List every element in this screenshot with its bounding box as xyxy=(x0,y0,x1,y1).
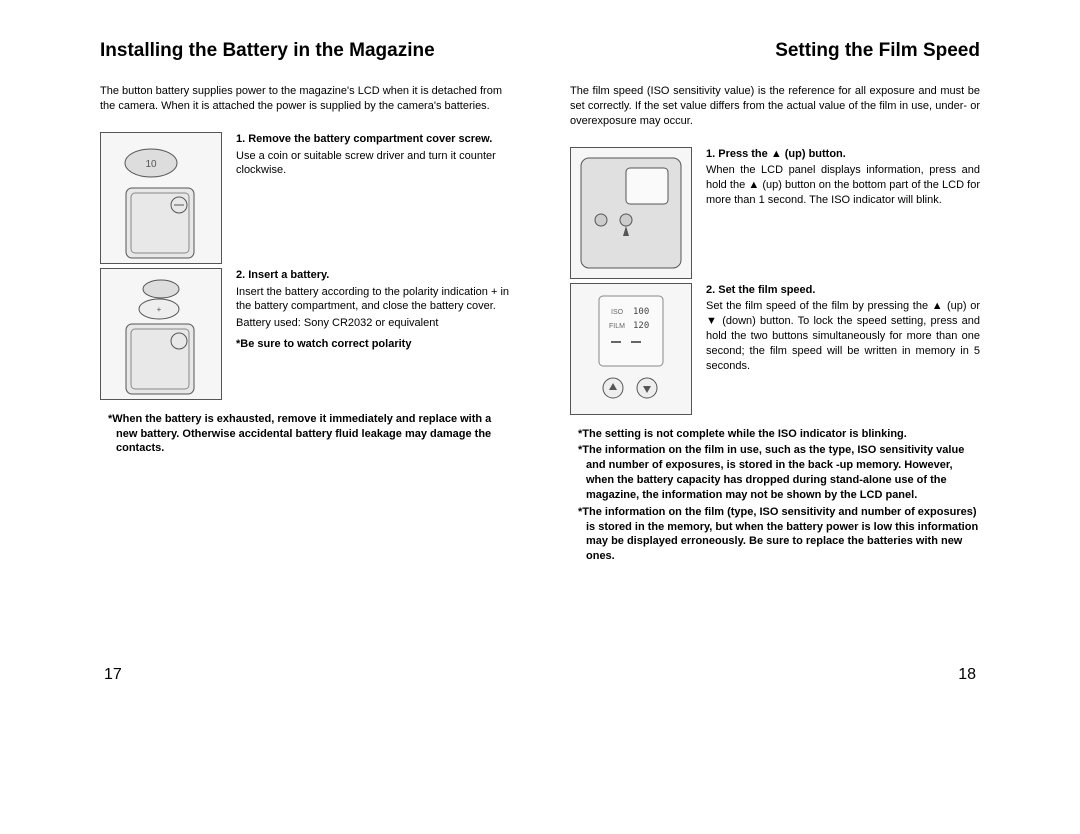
right-step-2: ISO 100 FILM 120 2. Set the film speed. … xyxy=(570,283,980,415)
left-step-2: + 2. Insert a battery. Insert the batter… xyxy=(100,268,510,400)
figure-lcd-back xyxy=(570,147,692,279)
right-step-2-body: Set the film speed of the film by pressi… xyxy=(706,299,980,373)
page-numbers: 17 18 xyxy=(100,666,980,684)
right-foot-1: *The setting is not complete while the I… xyxy=(578,427,980,442)
pagenum-left: 17 xyxy=(104,666,122,684)
left-step-1-body: Use a coin or suitable screw driver and … xyxy=(236,149,510,179)
svg-text:10: 10 xyxy=(145,159,157,170)
right-footnotes: *The setting is not complete while the I… xyxy=(570,427,980,565)
page-right: Setting the Film Speed The film speed (I… xyxy=(570,40,980,660)
left-step-2-body1: Insert the battery according to the pola… xyxy=(236,285,510,315)
lcd-film-value: 120 xyxy=(633,321,649,331)
left-step-2-body2: Battery used: Sony CR2032 or equivalent xyxy=(236,316,510,331)
right-intro: The film speed (ISO sensitivity value) i… xyxy=(570,84,980,129)
right-foot-3: *The information on the film (type, ISO … xyxy=(578,505,980,564)
page-left: Installing the Battery in the Magazine T… xyxy=(100,40,510,660)
right-step-1: 1. Press the ▲ (up) button. When the LCD… xyxy=(570,147,980,279)
left-title: Installing the Battery in the Magazine xyxy=(100,40,510,62)
right-foot-2: *The information on the film in use, suc… xyxy=(578,443,980,502)
right-step-2-text: 2. Set the film speed. Set the film spee… xyxy=(706,283,980,415)
right-step-2-head: 2. Set the film speed. xyxy=(706,283,980,298)
left-step-1-head: 1. Remove the battery compartment cover … xyxy=(236,132,510,147)
left-step-2-note: *Be sure to watch correct polarity xyxy=(236,337,510,352)
right-step-1-head: 1. Press the ▲ (up) button. xyxy=(706,147,980,162)
lcd-iso-value: 100 xyxy=(633,307,649,317)
lcd-film-label: FILM xyxy=(609,323,625,330)
svg-text:+: + xyxy=(157,305,162,314)
pagenum-right: 18 xyxy=(958,666,976,684)
page-spread: Installing the Battery in the Magazine T… xyxy=(100,40,980,660)
figure-insert-battery: + xyxy=(100,268,222,400)
right-title: Setting the Film Speed xyxy=(570,40,980,62)
right-step-1-text: 1. Press the ▲ (up) button. When the LCD… xyxy=(706,147,980,279)
lcd-iso-label: ISO xyxy=(611,309,624,316)
left-footnote: *When the battery is exhausted, remove i… xyxy=(100,412,510,457)
figure-battery-cover: 10 xyxy=(100,132,222,264)
left-step-2-text: 2. Insert a battery. Insert the battery … xyxy=(236,268,510,400)
left-intro: The button battery supplies power to the… xyxy=(100,84,510,114)
left-step-1: 10 1. Remove the battery compartment cov… xyxy=(100,132,510,264)
right-step-1-body: When the LCD panel displays information,… xyxy=(706,163,980,208)
left-step-1-text: 1. Remove the battery compartment cover … xyxy=(236,132,510,264)
figure-lcd-panel: ISO 100 FILM 120 xyxy=(570,283,692,415)
left-footnote-text: *When the battery is exhausted, remove i… xyxy=(108,412,510,457)
left-step-2-head: 2. Insert a battery. xyxy=(236,268,510,283)
